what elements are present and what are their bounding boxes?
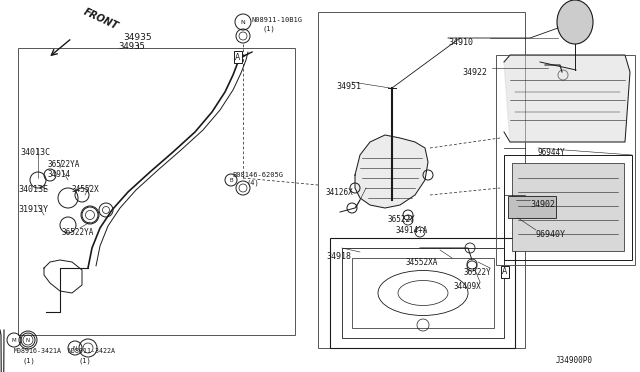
Polygon shape	[504, 55, 630, 142]
Bar	[318, 12, 525, 348]
Text: M08916-3421A: M08916-3421A	[14, 348, 62, 354]
Text: B: B	[229, 177, 233, 183]
Text: 34951: 34951	[336, 82, 361, 91]
Text: 36522Y: 36522Y	[388, 215, 416, 224]
Ellipse shape	[557, 0, 593, 44]
Bar	[508, 196, 556, 218]
Text: N: N	[73, 346, 77, 350]
Text: 34914+A: 34914+A	[396, 226, 428, 235]
Text: 31913Y: 31913Y	[18, 205, 48, 214]
Text: 34126X: 34126X	[325, 188, 353, 197]
Text: A: A	[236, 52, 241, 61]
Bar	[330, 238, 515, 348]
Text: 34013E: 34013E	[18, 185, 48, 194]
Text: N08911-3422A: N08911-3422A	[68, 348, 116, 354]
Text: A: A	[502, 267, 508, 276]
Text: N: N	[241, 19, 245, 25]
Text: N: N	[26, 337, 30, 343]
Text: 34409X: 34409X	[454, 282, 482, 291]
Text: 34910: 34910	[448, 38, 473, 47]
Bar	[342, 248, 504, 338]
Bar	[496, 55, 635, 265]
Bar	[352, 258, 494, 328]
Text: J34900P0: J34900P0	[556, 356, 593, 365]
Bar	[504, 155, 632, 260]
Text: (1): (1)	[262, 25, 275, 32]
Text: (1): (1)	[22, 358, 35, 365]
Text: FRONT: FRONT	[82, 7, 120, 32]
Text: 34935: 34935	[118, 42, 145, 51]
Text: (1): (1)	[78, 358, 91, 365]
Text: 36522YA: 36522YA	[62, 228, 94, 237]
Text: 96944Y: 96944Y	[538, 148, 566, 157]
Text: (4): (4)	[246, 180, 259, 186]
Text: 34552X: 34552X	[72, 185, 100, 194]
Text: B08146-6205G: B08146-6205G	[232, 172, 283, 178]
Polygon shape	[355, 135, 428, 208]
Text: 96940Y: 96940Y	[536, 230, 566, 239]
Text: 36522Y: 36522Y	[464, 268, 492, 277]
Text: 34922: 34922	[462, 68, 487, 77]
Bar	[512, 163, 624, 251]
Text: 34902: 34902	[530, 200, 555, 209]
Text: 36522YA: 36522YA	[48, 160, 81, 169]
Text: 34935: 34935	[124, 33, 152, 42]
Text: N08911-10B1G: N08911-10B1G	[252, 17, 303, 23]
Text: 34013C: 34013C	[20, 148, 50, 157]
Text: M: M	[12, 337, 16, 343]
Text: 34914: 34914	[48, 170, 71, 179]
Bar	[18, 48, 295, 335]
Text: 34552XA: 34552XA	[406, 258, 438, 267]
Text: 34918: 34918	[326, 252, 351, 261]
